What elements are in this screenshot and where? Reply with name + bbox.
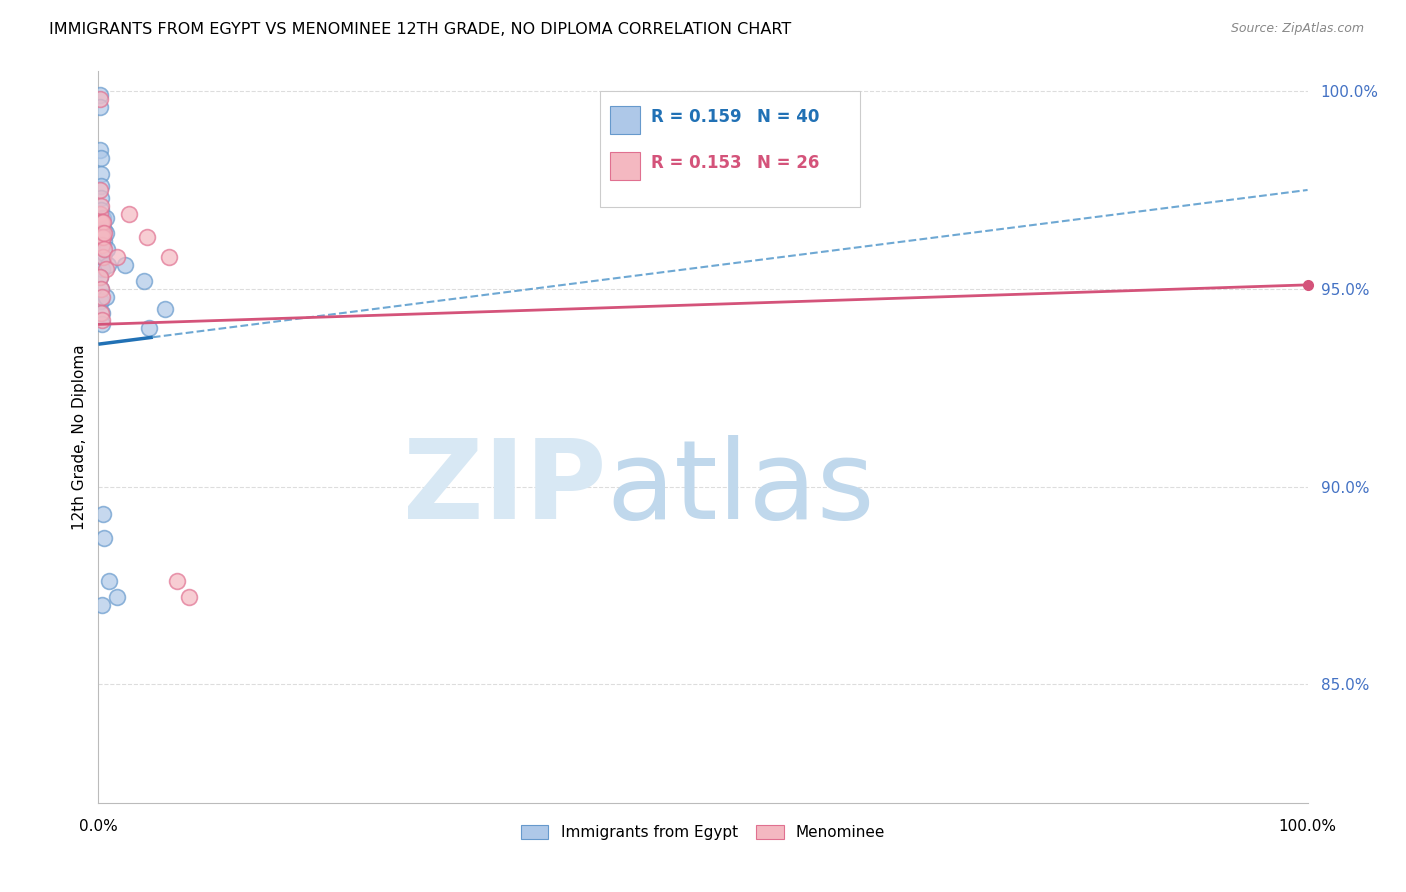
Point (96, 242, 118, 256)
Point (91, 238, 114, 252)
Point (90, 305, 112, 319)
Text: N = 40: N = 40 (758, 108, 820, 126)
Point (91, 214, 114, 228)
Point (98, 574, 121, 589)
Legend: Immigrants from Egypt, Menominee: Immigrants from Egypt, Menominee (515, 819, 891, 847)
Point (90, 282, 112, 296)
Point (138, 321, 160, 335)
Point (118, 207, 141, 221)
Point (93, 531, 115, 545)
FancyBboxPatch shape (600, 91, 860, 207)
Point (93, 222, 115, 236)
Point (91, 507, 114, 521)
Point (135, 230, 157, 244)
Point (179, 591, 201, 605)
Point (94, 227, 117, 241)
Point (91, 250, 114, 264)
Point (91, 318, 114, 332)
Point (90, 293, 112, 308)
Point (91, 211, 114, 225)
Text: R = 0.153: R = 0.153 (651, 154, 741, 172)
Point (89, 207, 111, 221)
Point (90, 199, 112, 213)
Point (166, 574, 188, 589)
Point (91, 238, 114, 252)
Point (91, 214, 114, 228)
Point (91, 222, 114, 236)
Point (93, 235, 115, 249)
Point (105, 591, 128, 605)
Point (91, 211, 114, 225)
Point (90, 282, 112, 296)
Point (97, 258, 120, 272)
Point (114, 258, 136, 272)
Point (90, 152, 112, 166)
Point (91, 250, 114, 264)
Point (90, 167, 112, 181)
Point (91, 262, 114, 277)
Point (93, 227, 115, 241)
Point (153, 301, 176, 316)
Point (91, 250, 114, 264)
Point (94, 211, 117, 225)
Point (91, 230, 114, 244)
Point (91, 227, 114, 241)
Point (89, 269, 111, 284)
Text: N = 26: N = 26 (758, 154, 820, 172)
Point (105, 250, 128, 264)
Point (91, 305, 114, 319)
Point (91, 242, 114, 256)
Point (90, 214, 112, 228)
Point (89, 183, 111, 197)
Text: R = 0.159: R = 0.159 (651, 108, 741, 126)
Point (91, 598, 114, 612)
FancyBboxPatch shape (610, 152, 640, 179)
Point (91, 290, 114, 304)
Point (157, 250, 180, 264)
Point (93, 242, 115, 256)
Text: ZIP: ZIP (404, 434, 606, 541)
FancyBboxPatch shape (610, 106, 640, 134)
Point (91, 230, 114, 244)
Point (89, 92, 111, 106)
Point (90, 179, 112, 194)
Point (94, 290, 117, 304)
Point (90, 191, 112, 205)
Point (134, 274, 156, 288)
Text: Source: ZipAtlas.com: Source: ZipAtlas.com (1230, 22, 1364, 36)
Point (90, 202, 112, 217)
Point (89, 269, 111, 284)
Y-axis label: 12th Grade, No Diploma: 12th Grade, No Diploma (72, 344, 87, 530)
Point (91, 227, 114, 241)
Text: IMMIGRANTS FROM EGYPT VS MENOMINEE 12TH GRADE, NO DIPLOMA CORRELATION CHART: IMMIGRANTS FROM EGYPT VS MENOMINEE 12TH … (49, 22, 792, 37)
Point (93, 246, 115, 260)
Point (90, 230, 112, 244)
Point (94, 262, 117, 277)
Point (91, 313, 114, 327)
Point (89, 100, 111, 114)
Text: atlas: atlas (606, 434, 875, 541)
Point (89, 144, 111, 158)
Point (89, 88, 111, 103)
